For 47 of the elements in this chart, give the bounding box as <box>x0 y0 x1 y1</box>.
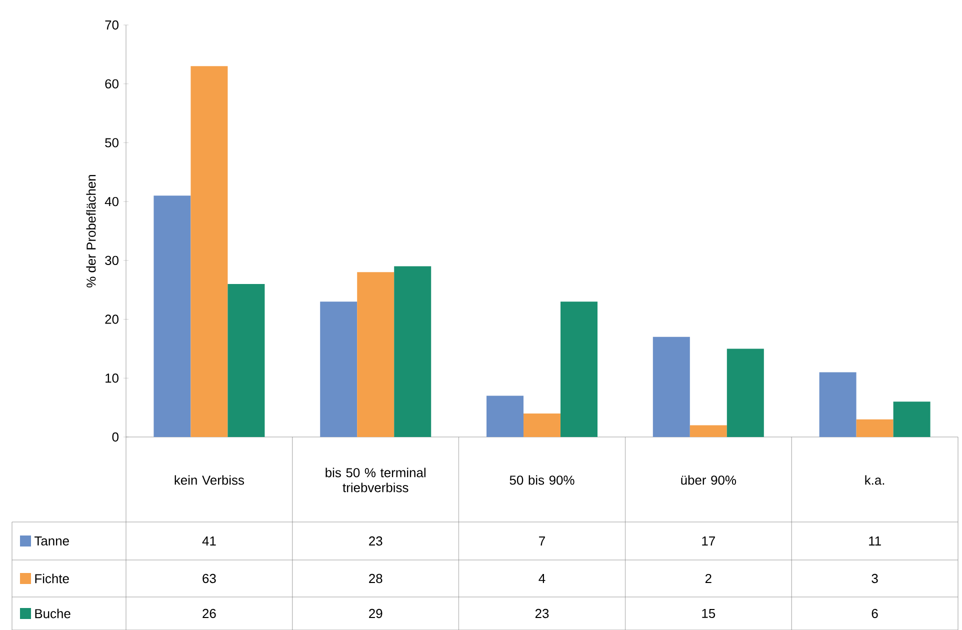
y-tick-label: 10 <box>106 373 118 383</box>
data-label: 2 <box>705 574 712 583</box>
data-label: 63 <box>202 574 216 583</box>
data-label: 3 <box>872 574 878 583</box>
data-label: 17 <box>702 536 715 546</box>
data-label: 26 <box>202 608 216 618</box>
data-label: 4 <box>538 574 546 583</box>
bar <box>190 66 228 437</box>
y-tick-label: 20 <box>105 314 118 324</box>
y-tick-label: 50 <box>105 138 118 148</box>
data-label: 29 <box>369 608 382 618</box>
bar <box>726 348 764 437</box>
y-tick-label: 0 <box>112 432 118 442</box>
bar <box>228 284 265 437</box>
data-label: 6 <box>872 608 878 618</box>
x-tick-label: 50 bis 90% <box>510 475 574 485</box>
bar <box>524 413 561 437</box>
legend-label: Fichte <box>35 574 69 584</box>
bar <box>652 336 690 437</box>
y-tick-label: 40 <box>104 196 118 206</box>
y-tick-label: 30 <box>105 256 118 265</box>
bar <box>856 419 894 437</box>
data-label: 23 <box>535 608 549 618</box>
legend-label: Tanne <box>34 536 69 546</box>
x-tick-label: über 90% <box>681 475 736 485</box>
bar <box>357 272 394 437</box>
bar <box>560 302 598 437</box>
bar <box>320 302 358 437</box>
legend-label: Buche <box>35 608 70 618</box>
data-label: 23 <box>369 536 382 546</box>
x-tick-label: k.a. <box>865 475 884 485</box>
data-label: 11 <box>869 536 881 546</box>
bar <box>690 425 727 437</box>
bar <box>893 402 930 437</box>
x-tick-label: kein Verbiss <box>174 475 244 485</box>
x-tick-label: bis 50 % terminal triebverbiss <box>326 468 426 492</box>
bar <box>486 396 524 437</box>
data-label: 7 <box>539 536 545 546</box>
data-label: 28 <box>369 574 382 583</box>
data-label: 41 <box>202 536 216 546</box>
y-tick-label: 60 <box>105 79 118 88</box>
y-tick-label: 70 <box>105 20 118 30</box>
data-label: 15 <box>702 608 716 618</box>
y-axis-title: % der Probeflächen <box>86 174 96 288</box>
bar <box>819 372 856 437</box>
bar <box>394 266 432 437</box>
bar <box>154 196 191 437</box>
